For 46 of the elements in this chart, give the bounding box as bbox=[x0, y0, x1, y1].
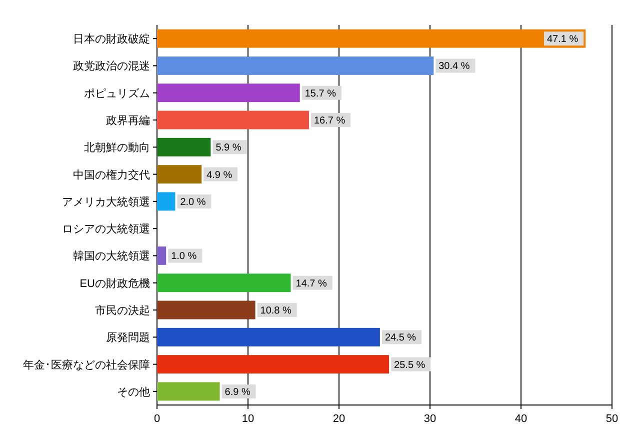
y-tick-label: 中国の権力交代 bbox=[73, 168, 150, 182]
bar bbox=[157, 29, 586, 48]
bar bbox=[157, 382, 220, 401]
y-tick-label: 北朝鮮の動向 bbox=[84, 141, 150, 154]
bar bbox=[157, 300, 256, 320]
y-tick-label: ポピュリズム bbox=[84, 88, 150, 100]
y-tick-label: 年金･医療などの社会保障 bbox=[23, 358, 150, 372]
y-tick-label: その他 bbox=[117, 386, 150, 398]
data-label: 5.9 % bbox=[216, 142, 242, 154]
bar bbox=[157, 274, 291, 292]
bar bbox=[157, 355, 390, 374]
bar bbox=[157, 84, 300, 102]
data-label: 2.0 % bbox=[180, 196, 206, 208]
data-label: 6.9 % bbox=[224, 386, 250, 398]
data-label: 24.5 % bbox=[384, 332, 416, 344]
x-tick-label: 20 bbox=[332, 413, 346, 425]
data-label: 1.0 % bbox=[171, 251, 197, 262]
data-label: 16.7 % bbox=[314, 116, 346, 126]
y-tick-label: アメリカ大統領選 bbox=[62, 195, 150, 208]
y-tick-label: 市民の決起 bbox=[95, 304, 150, 317]
y-tick-label: 政党政治の混迷 bbox=[73, 60, 150, 73]
x-tick-label: 30 bbox=[424, 413, 436, 425]
bar bbox=[157, 246, 166, 265]
data-label: 47.1 % bbox=[547, 34, 578, 46]
bar bbox=[157, 110, 309, 130]
data-label: 10.8 % bbox=[260, 306, 292, 316]
x-tick-label: 50 bbox=[606, 413, 618, 425]
x-tick-label: 10 bbox=[242, 413, 254, 425]
data-label: 30.4 % bbox=[438, 61, 470, 72]
bar bbox=[157, 192, 176, 211]
data-label: 4.9 % bbox=[206, 170, 232, 181]
y-tick-label: 韓国の大統領選 bbox=[73, 250, 150, 263]
y-tick-label: EUの財政危機 bbox=[80, 278, 150, 290]
bar bbox=[157, 328, 380, 346]
x-tick-label: 40 bbox=[514, 413, 528, 425]
bar bbox=[157, 165, 202, 184]
data-label: 14.7 % bbox=[296, 278, 328, 290]
x-tick-label: 0 bbox=[154, 413, 160, 425]
data-label: 25.5 % bbox=[394, 360, 426, 371]
y-tick-label: 原発問題 bbox=[106, 332, 150, 344]
y-tick-label: 日本の財政破綻 bbox=[73, 32, 150, 46]
bar bbox=[157, 138, 211, 156]
data-label: 15.7 % bbox=[304, 88, 336, 100]
bar bbox=[157, 56, 434, 75]
y-tick-label: 政界再編 bbox=[106, 115, 150, 127]
y-tick-label: ロシアの大統領選 bbox=[62, 222, 150, 236]
